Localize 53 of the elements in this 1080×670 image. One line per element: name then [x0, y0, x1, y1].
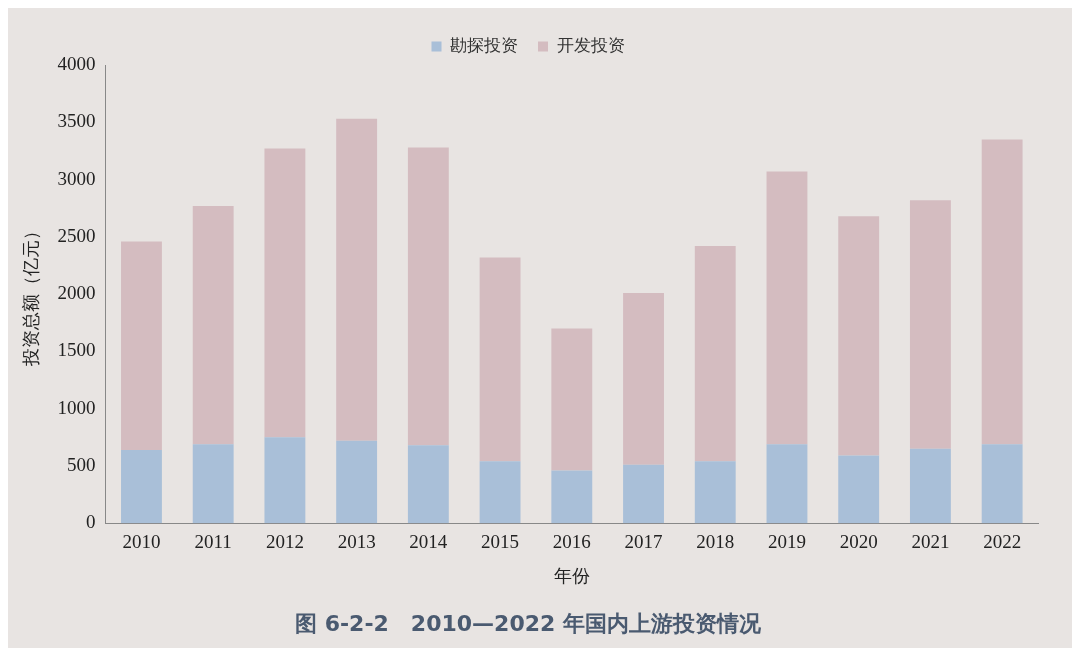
x-tick-label: 2020 [839, 530, 878, 552]
bar [909, 200, 951, 449]
bar [623, 292, 664, 465]
x-tick-label: 2010 [122, 530, 161, 552]
x-tick-label: 2015 [481, 530, 520, 552]
bar [694, 245, 736, 462]
y-tick-label: 500 [67, 453, 96, 475]
bar [981, 139, 1023, 445]
bar [694, 461, 736, 524]
legend-label: 勘探投资 [450, 35, 518, 55]
y-tick-label: 1500 [57, 339, 96, 361]
x-tick-label: 2011 [194, 530, 232, 552]
y-tick-label: 1000 [57, 396, 96, 418]
x-tick-label: 2014 [409, 530, 448, 552]
bar [766, 171, 808, 445]
x-tick-label: 2018 [696, 530, 735, 552]
bar [192, 444, 234, 524]
x-tick-label: 2017 [624, 530, 663, 552]
bar [336, 118, 378, 441]
x-tick-label: 2012 [265, 530, 304, 552]
bar [479, 257, 521, 462]
bar [264, 437, 306, 524]
y-tick-label: 0 [86, 511, 96, 533]
bar [766, 444, 808, 524]
bar [623, 464, 664, 524]
bar [479, 461, 521, 524]
bar [838, 216, 880, 456]
bar [121, 241, 162, 450]
bar [407, 445, 449, 524]
bar [909, 448, 951, 524]
bar [121, 449, 162, 524]
y-tick-label: 2000 [57, 282, 96, 304]
x-tick-label: 2021 [911, 530, 950, 552]
y-tick-label: 4000 [57, 52, 96, 74]
x-tick-label: 2022 [983, 530, 1022, 552]
bar [981, 444, 1023, 524]
x-tick-label: 2019 [767, 530, 806, 552]
legend-label: 开发投资 [556, 35, 625, 55]
y-tick-label: 2500 [57, 224, 96, 246]
y-tick-label: 3500 [57, 110, 96, 132]
x-tick-label: 2016 [552, 530, 591, 552]
x-tick-label: 2013 [337, 530, 376, 552]
bar [336, 440, 378, 524]
y-tick-label: 3000 [57, 167, 96, 189]
bar [192, 205, 234, 445]
bar [551, 470, 593, 524]
bar [551, 328, 593, 471]
text: 图 6-2-2 2010—2022 年国内上游投资情况 [295, 610, 762, 636]
y-axis-title: 投资总额（亿元） [20, 222, 42, 368]
x-axis-title: 年份 [553, 565, 590, 586]
bar [838, 455, 880, 524]
bar [264, 148, 306, 438]
bar [407, 147, 449, 446]
